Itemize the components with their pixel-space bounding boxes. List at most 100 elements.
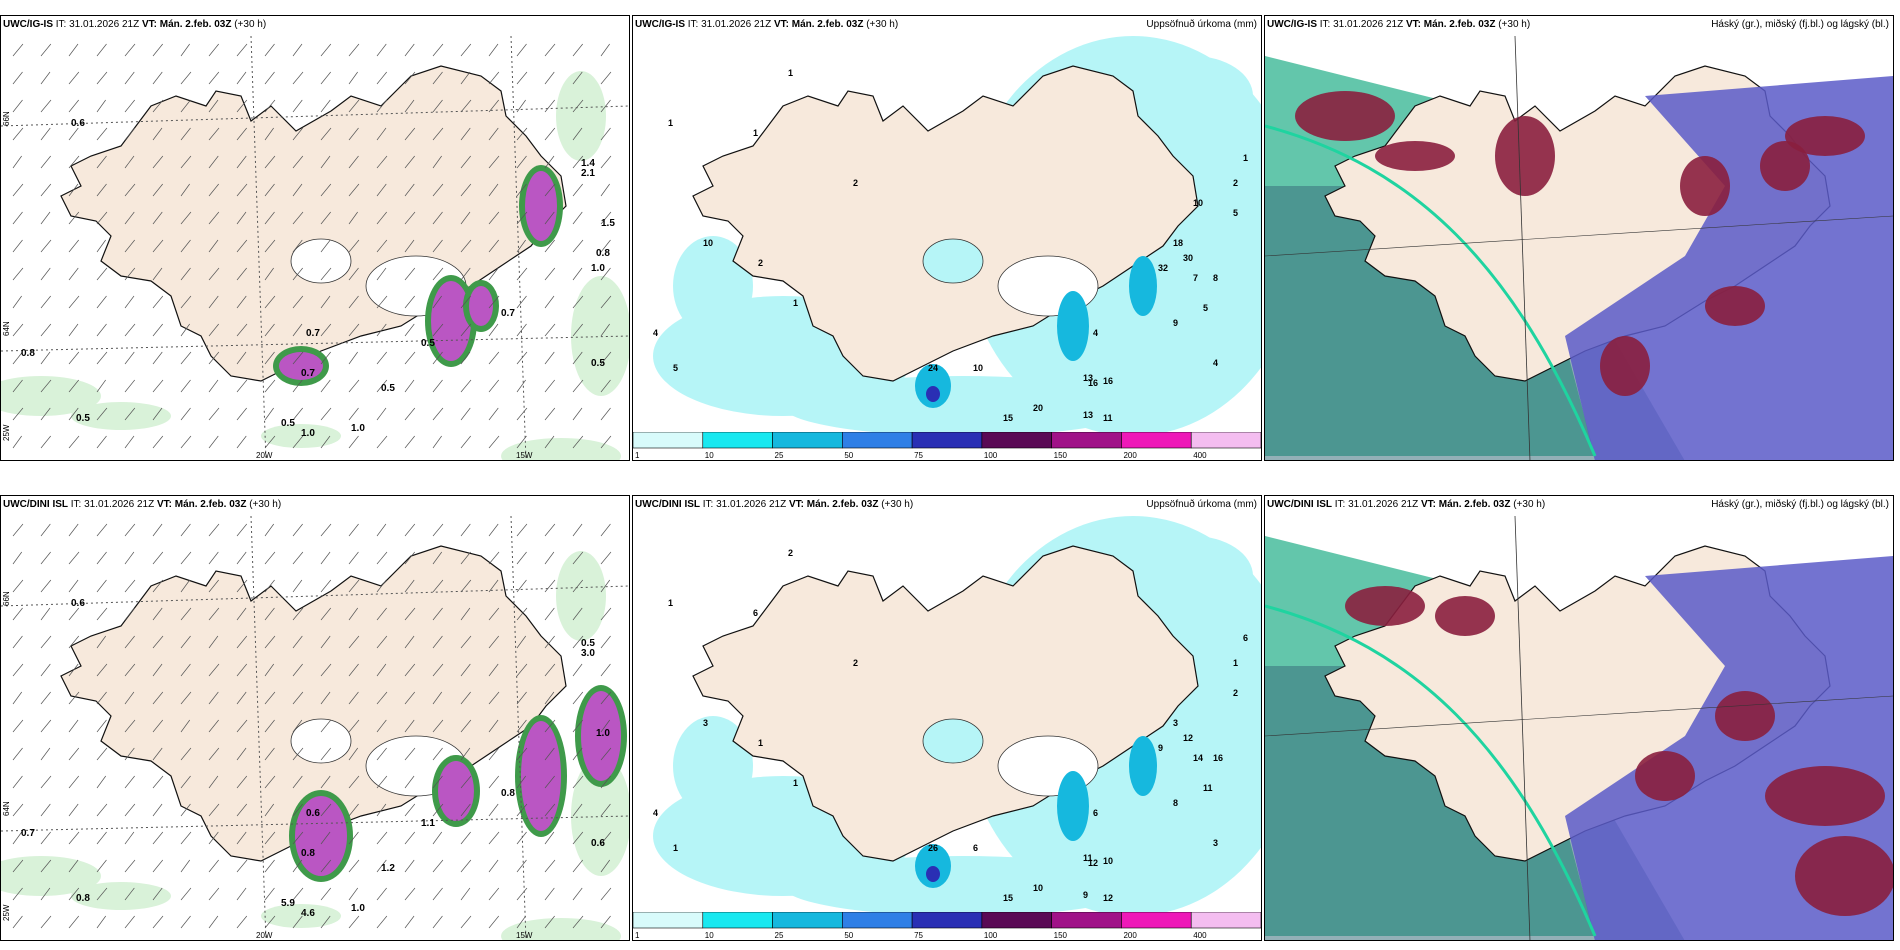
wind-barb: [488, 323, 499, 337]
wind-barb: [292, 351, 304, 365]
colorbar-segment: [633, 912, 704, 929]
wind-barb: [68, 635, 80, 649]
wind-barb: [320, 803, 332, 817]
wind-barb: [432, 579, 444, 593]
wind-barb: [516, 71, 528, 85]
precip-value: 3: [1213, 838, 1218, 848]
wind-barb: [544, 211, 555, 225]
wind-barb: [264, 551, 276, 565]
wind-barb: [516, 379, 526, 393]
wind-barb: [432, 859, 444, 873]
wind-barb: [96, 71, 108, 85]
wind-barb: [40, 43, 52, 57]
snowfall-area: [556, 71, 606, 161]
wind-barb: [124, 915, 135, 929]
wind-barb: [572, 295, 584, 309]
wind-barb: [68, 691, 80, 705]
wind-barb: [292, 579, 303, 593]
wind-barb: [40, 607, 51, 621]
mixed-precip-area: [521, 721, 561, 831]
wind-barb: [68, 43, 79, 57]
wind-barb: [236, 579, 248, 593]
wind-barb: [292, 663, 303, 677]
wind-barb: [488, 803, 499, 817]
wind-barb: [124, 211, 135, 225]
wind-barb: [516, 407, 528, 421]
wind-barb: [600, 323, 610, 337]
wind-barb: [516, 747, 528, 761]
wind-barb: [460, 579, 472, 593]
wind-barb: [68, 803, 79, 817]
wind-barb: [12, 43, 24, 57]
precip-max: [926, 866, 940, 882]
colorbar-label: 200: [1123, 451, 1137, 460]
wind-barb: [488, 295, 500, 309]
wind-barb: [68, 323, 79, 337]
wind-barb: [460, 607, 471, 621]
wind-barb: [516, 155, 527, 169]
wind-barb: [348, 551, 359, 565]
wind-barb: [292, 323, 303, 337]
wind-barb: [376, 887, 387, 901]
precip-value: 2: [853, 658, 858, 668]
wind-barb: [180, 351, 192, 365]
wind-barb: [320, 407, 332, 421]
precip-panel-row2: UWC/DINI ISL IT: 31.01.2026 21Z VT: Mán.…: [632, 495, 1262, 941]
wind-barb: [376, 183, 387, 197]
snowfall-value: 0.7: [301, 368, 315, 379]
wind-barb: [68, 407, 79, 421]
wind-panel-row1: UWC/IG-IS IT: 31.01.2026 21Z VT: Mán. 2.…: [0, 15, 630, 461]
panel-right-title: Háský (gr.), miðský (fj.bl.) og lágský (…: [1711, 19, 1889, 30]
wind-barb: [264, 607, 275, 621]
precip-value: 6: [973, 843, 978, 853]
wind-barb: [292, 831, 304, 845]
wind-barb: [320, 831, 331, 845]
wind-barb: [180, 435, 192, 449]
snowfall-value: 1.2: [381, 863, 395, 874]
wind-barb: [432, 551, 443, 565]
wind-barb: [348, 915, 360, 929]
snowfall-value: 1.0: [351, 903, 365, 914]
wind-barb: [600, 887, 612, 901]
snowfall-value: 1.0: [596, 728, 610, 739]
precip-value: 10: [1033, 883, 1043, 893]
wind-barb: [600, 607, 612, 621]
wind-barb: [488, 211, 500, 225]
precip-value: 1: [668, 598, 673, 608]
wind-barb: [488, 267, 499, 281]
wind-barb: [376, 99, 388, 113]
wind-barb: [180, 635, 191, 649]
wind-barb: [124, 747, 135, 761]
colorbar-label: 400: [1193, 451, 1207, 460]
wind-barb: [12, 435, 22, 449]
wind-barb: [236, 379, 248, 393]
wind-barb: [376, 155, 388, 169]
wind-barb: [208, 635, 219, 649]
wind-barb: [180, 43, 190, 57]
wind-barb: [432, 691, 443, 705]
panel-right-title: Uppsöfnuð úrkoma (mm): [1146, 499, 1257, 510]
wind-barb: [236, 803, 248, 817]
wind-barb: [96, 551, 107, 565]
wind-barb: [600, 211, 612, 225]
wind-barb: [236, 323, 248, 337]
wind-barb: [460, 155, 471, 169]
wind-barb: [208, 295, 219, 309]
wind-barb: [180, 379, 191, 393]
low-cloud-area: [1765, 766, 1885, 826]
wind-barb: [208, 211, 220, 225]
wind-barb: [96, 719, 107, 733]
panel-title: UWC/IG-IS IT: 31.01.2026 21Z VT: Mán. 2.…: [635, 19, 899, 30]
wind-barb: [404, 99, 415, 113]
snowfall-value: 5.9: [281, 898, 295, 909]
precip-value: 6: [753, 608, 758, 618]
wind-barb: [292, 127, 303, 141]
wind-barb: [460, 551, 471, 565]
wind-barb: [544, 719, 556, 733]
wind-barb: [600, 407, 611, 421]
wind-barb: [208, 435, 219, 449]
wind-barb: [208, 351, 220, 365]
wind-barb: [236, 71, 247, 85]
wind-barb: [236, 43, 248, 57]
wind-barb: [236, 183, 248, 197]
